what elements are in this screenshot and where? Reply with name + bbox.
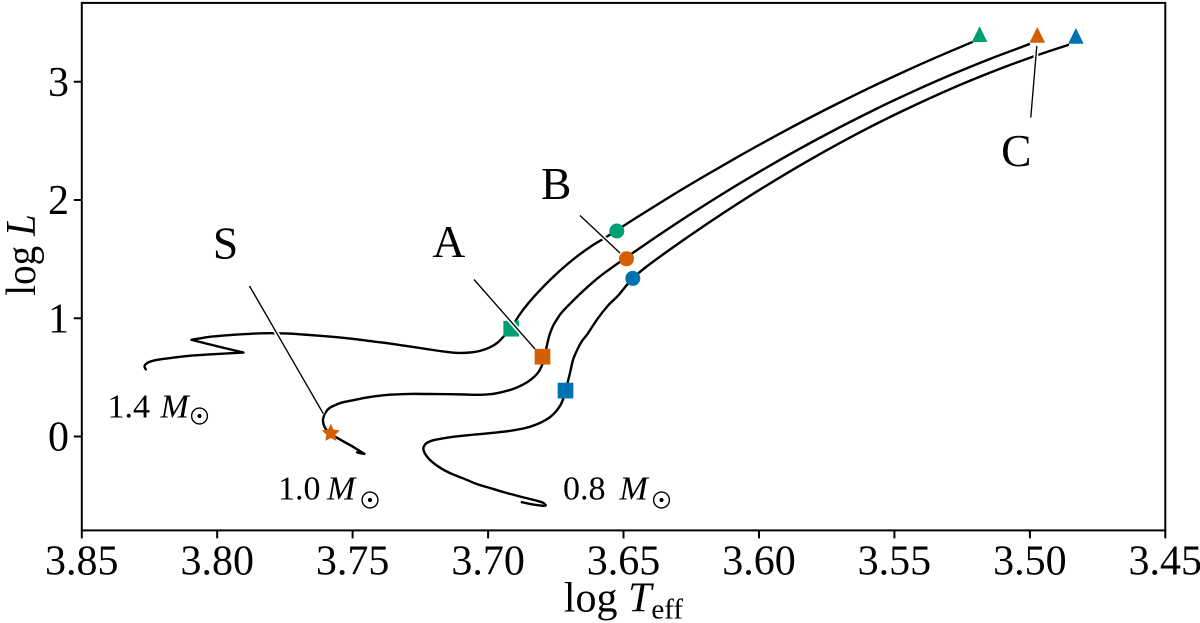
svg-text:3: 3: [48, 60, 69, 106]
svg-text:log L: log L: [0, 214, 44, 295]
svg-text:C: C: [1001, 125, 1031, 176]
svg-text:3.55: 3.55: [858, 539, 932, 585]
svg-text:B: B: [541, 158, 571, 209]
svg-text:M: M: [619, 470, 650, 507]
svg-text:M: M: [160, 389, 191, 426]
svg-text:1: 1: [48, 297, 69, 343]
svg-text:3.75: 3.75: [316, 539, 390, 585]
svg-text:3.50: 3.50: [993, 539, 1067, 585]
svg-text:S: S: [213, 218, 238, 269]
svg-text:M: M: [326, 470, 357, 507]
svg-text:3.70: 3.70: [451, 539, 525, 585]
svg-text:0.8: 0.8: [563, 470, 606, 507]
svg-text:3.60: 3.60: [722, 539, 796, 585]
svg-text:A: A: [432, 216, 465, 267]
svg-text:3.85: 3.85: [45, 539, 119, 585]
svg-text:1.4: 1.4: [108, 389, 151, 426]
svg-text:0: 0: [48, 415, 69, 461]
svg-text:log Teff: log Teff: [564, 576, 684, 623]
svg-text:3.80: 3.80: [180, 539, 254, 585]
svg-text:1.0: 1.0: [278, 470, 321, 507]
svg-text:3.65: 3.65: [587, 539, 661, 585]
svg-text:2: 2: [48, 178, 69, 224]
svg-text:3.45: 3.45: [1129, 539, 1200, 585]
